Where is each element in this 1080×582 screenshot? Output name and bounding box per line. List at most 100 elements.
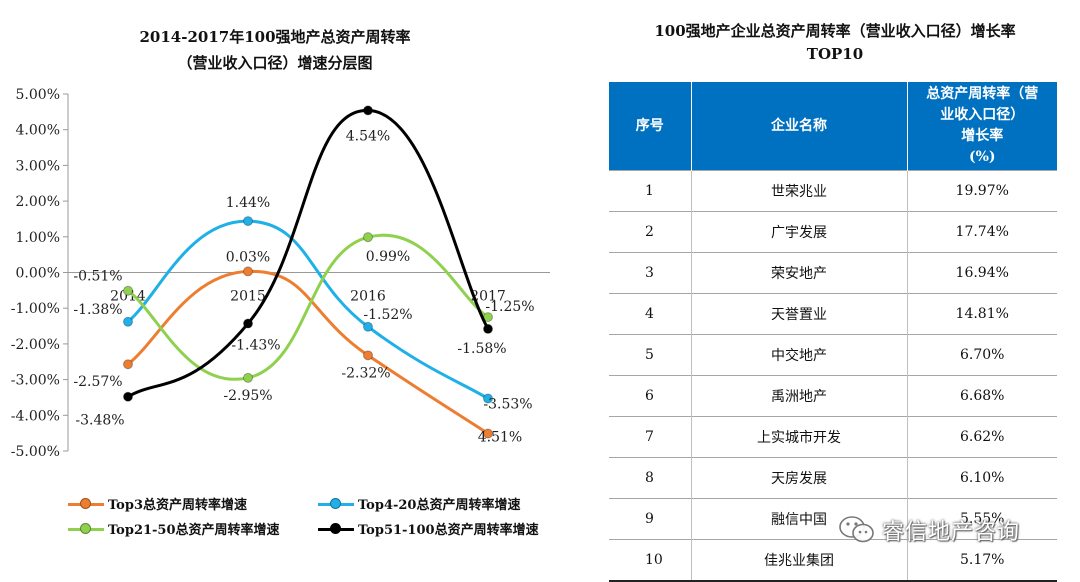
data-label: -1.52% (363, 307, 412, 323)
series-line (127, 108, 490, 399)
top10-table: 序号 企业名称 总资产周转率（营 业收入口径） 增长率 (%) 1 世荣兆业 19.… (609, 82, 1057, 582)
wechat-icon (839, 516, 874, 543)
data-point (243, 266, 253, 277)
table-row: 3 荣安地产 16.94% (609, 252, 1057, 294)
table-row: 7 上实城市开发 6.62% (609, 416, 1057, 458)
data-point (123, 359, 133, 370)
chart-title-line-2: （营业收入口径）增速分层图 (177, 54, 373, 72)
cell-growth-rate: 6.10% (906, 457, 1057, 499)
data-point (363, 105, 373, 116)
y-tick-label: -2.00% (11, 337, 60, 353)
table-title-line-2: TOP10 (806, 45, 864, 63)
cell-company-name: 广宇发展 (690, 211, 907, 253)
y-tick-label: 1.00% (16, 230, 60, 246)
data-point (123, 316, 133, 327)
cell-index: 4 (609, 293, 691, 335)
watermark: 睿信地产咨询 (838, 514, 1020, 546)
cell-company-name: 佳兆业集团 (690, 539, 907, 582)
table-row: 6 禹洲地产 6.68% (609, 375, 1057, 417)
y-tick-label: -4.00% (11, 408, 60, 424)
y-tick-label: 3.00% (16, 158, 60, 174)
data-label: -1.43% (231, 338, 280, 354)
data-point (483, 393, 493, 404)
legend-label: Top3总资产周转率增速 (108, 498, 247, 513)
cell-index: 9 (609, 498, 691, 540)
header-rate: 总资产周转率（营 业收入口径） 增长率 (%) (906, 82, 1057, 171)
chart-title-line-1: 2014-2017年100强地产总资产周转率 (139, 28, 411, 46)
table-row: 1 世荣兆业 19.97% (609, 170, 1057, 212)
cell-company-name: 中交地产 (690, 334, 907, 376)
data-point (483, 428, 493, 439)
cell-index: 7 (609, 416, 691, 458)
legend-item: Top51-100总资产周转率增速 (318, 519, 539, 538)
data-label: 4.51% (478, 430, 522, 446)
cell-index: 3 (609, 252, 691, 294)
legend-swatch (318, 497, 354, 511)
y-tick-label: -5.00% (11, 444, 60, 460)
legend-swatch (68, 497, 104, 511)
cell-growth-rate: 5.55% (906, 498, 1057, 540)
header-rate-line: 增长率 (961, 128, 1004, 144)
chart-data-labels: -2.57% 0.03% -2.32% 4.51% -1.38% 1.44% -1.52% -… (73, 128, 534, 445)
legend-item: Top4-20总资产周转率增速 (318, 494, 520, 513)
data-label: -2.57% (73, 374, 122, 390)
table-row: 2 广宇发展 17.74% (609, 211, 1057, 253)
data-label: -2.95% (223, 388, 272, 404)
cell-index: 5 (609, 334, 691, 376)
data-label: -1.38% (73, 302, 122, 318)
cell-index: 10 (609, 539, 691, 582)
data-point (363, 350, 373, 361)
table-body: 1 世荣兆业 19.97% 2 广宇发展 17.74% 3 荣安地产 16.94% 4 天誉置业 14… (609, 170, 1057, 582)
y-tick-label: 0.00% (16, 266, 60, 282)
table-row: 5 中交地产 6.70% (609, 334, 1057, 376)
cell-growth-rate: 16.94% (906, 252, 1057, 294)
header-rate-line: 总资产周转率（营 (926, 86, 1039, 102)
table-row: 4 天誉置业 14.81% (609, 293, 1057, 335)
y-tick-label: 4.00% (16, 123, 60, 139)
cell-growth-rate: 6.62% (906, 416, 1057, 458)
series-line (127, 233, 489, 381)
header-rate-line: 业收入口径） (940, 107, 1025, 123)
cell-company-name: 上实城市开发 (690, 416, 907, 458)
data-point (243, 216, 253, 227)
x-tick-label: 2016 (350, 289, 386, 305)
data-point (123, 391, 133, 402)
header-rate-line: (%) (968, 149, 996, 165)
legend-item: Top21-50总资产周转率增速 (68, 519, 280, 538)
data-label: -2.32% (341, 365, 390, 381)
cell-company-name: 禹洲地产 (690, 375, 907, 417)
data-label: -0.51% (73, 269, 122, 285)
cell-growth-rate: 17.74% (906, 211, 1057, 253)
data-label: 1.44% (226, 195, 270, 211)
table-row: 8 天房发展 6.10% (609, 457, 1057, 499)
data-label: -1.25% (485, 299, 534, 315)
data-label: 0.99% (366, 249, 410, 265)
cell-growth-rate: 6.70% (906, 334, 1057, 376)
data-label: 4.54% (346, 128, 390, 144)
data-point (363, 232, 373, 243)
watermark-text: 睿信地产咨询 (882, 520, 1021, 545)
cell-index: 8 (609, 457, 691, 499)
legend-swatch (318, 522, 354, 536)
cell-company-name: 荣安地产 (690, 252, 907, 294)
legend-label: Top4-20总资产周转率增速 (358, 498, 521, 513)
y-tick-label: -1.00% (11, 301, 60, 317)
cell-index: 2 (609, 211, 691, 253)
table-title: 100强地产企业总资产周转率（营业收入口径）增长率 TOP10 (610, 20, 1060, 66)
series-line (127, 219, 489, 400)
table-title-line-1: 100强地产企业总资产周转率（营业收入口径）增长率 (654, 22, 1016, 40)
data-label: -1.58% (457, 341, 506, 357)
data-point (243, 318, 253, 329)
series-line (127, 269, 489, 435)
data-point (243, 372, 253, 383)
x-tick-label: 2015 (230, 289, 266, 305)
cell-growth-rate: 19.97% (906, 170, 1057, 212)
legend-label: Top21-50总资产周转率增速 (108, 523, 280, 538)
chart-title: 2014-2017年100强地产总资产周转率 （营业收入口径）增速分层图 (40, 24, 510, 76)
table-row: 10 佳兆业集团 5.17% (609, 539, 1057, 582)
y-tick-label: -3.00% (11, 373, 60, 389)
line-chart: 5.00% 4.00% 3.00% 2.00% 1.00% 0.00% -1.00% -2.0… (11, 87, 550, 460)
cell-growth-rate: 14.81% (906, 293, 1057, 335)
header-index: 序号 (609, 82, 691, 171)
chart-axes: 5.00% 4.00% 3.00% 2.00% 1.00% 0.00% -1.00% -2.0… (11, 87, 550, 460)
